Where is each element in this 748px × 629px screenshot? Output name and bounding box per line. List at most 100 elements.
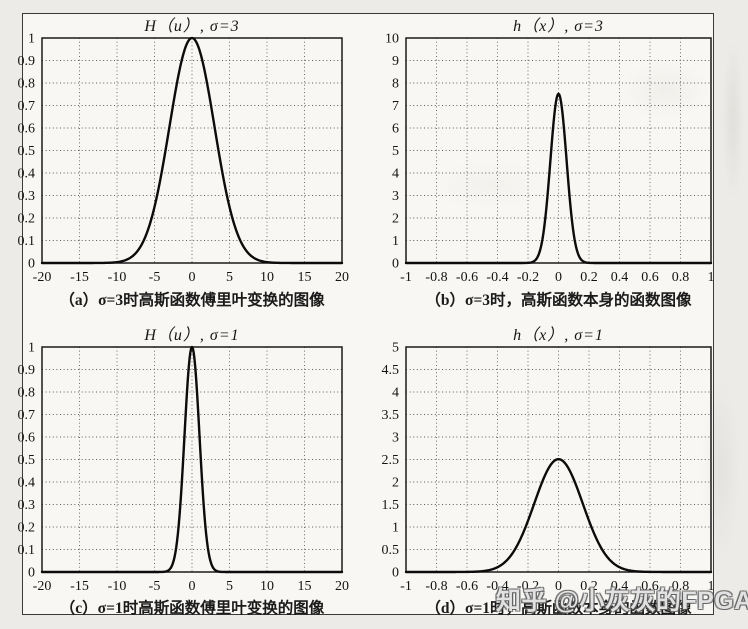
x-tick-label: 1 — [708, 270, 715, 285]
x-tick-label: 20 — [335, 579, 349, 594]
x-tick-label: 5 — [226, 579, 233, 594]
y-tick-label: 0.4 — [18, 476, 36, 491]
y-tick-label: 0.5 — [18, 144, 36, 159]
x-tick-label: -15 — [70, 270, 89, 285]
y-tick-label: 0.1 — [18, 543, 36, 558]
x-tick-label: 0 — [555, 270, 562, 285]
y-tick-label: 2 — [392, 212, 399, 227]
y-tick-label: 10 — [385, 32, 399, 47]
x-tick-label: -10 — [108, 579, 127, 594]
y-tick-label: 2 — [392, 476, 399, 491]
x-tick-label: -0.2 — [517, 579, 539, 594]
y-tick-label: 1 — [392, 234, 399, 249]
y-tick-label: 0.3 — [18, 498, 36, 513]
plot-d-title: h（x）, σ=1 — [513, 327, 604, 344]
y-tick-label: 0 — [28, 566, 35, 581]
y-tick-label: 0.6 — [18, 431, 36, 446]
plot-b-title: h（x）, σ=3 — [513, 18, 604, 35]
x-tick-label: -15 — [70, 579, 89, 594]
y-tick-label: 4 — [392, 167, 399, 182]
y-tick-label: 3.5 — [382, 408, 400, 423]
y-tick-label: 0.3 — [18, 189, 36, 204]
y-tick-label: 0.9 — [18, 54, 36, 69]
y-tick-label: 0 — [392, 566, 399, 581]
y-tick-label: 0.2 — [18, 212, 36, 227]
x-tick-label: -5 — [149, 270, 161, 285]
y-tick-label: 0.5 — [382, 543, 400, 558]
x-tick-label: 15 — [298, 579, 312, 594]
y-tick-label: 7 — [392, 99, 399, 114]
plot-a-title: H（u）, σ=3 — [144, 18, 240, 35]
y-tick-label: 0.8 — [18, 386, 36, 401]
x-tick-label: 0 — [189, 579, 196, 594]
y-tick-label: 3 — [392, 431, 399, 446]
x-tick-label: -0.6 — [456, 579, 478, 594]
x-tick-label: -0.2 — [517, 270, 539, 285]
y-tick-label: 8 — [392, 77, 399, 92]
x-tick-label: 0.2 — [580, 579, 598, 594]
x-tick-label: -0.4 — [486, 270, 508, 285]
x-tick-label: -1 — [400, 270, 412, 285]
plot-c-title: H（u）, σ=1 — [144, 327, 240, 344]
y-tick-label: 1.5 — [382, 498, 400, 513]
x-tick-label: 15 — [298, 270, 312, 285]
x-tick-label: -10 — [108, 270, 127, 285]
y-tick-label: 1 — [28, 341, 35, 356]
x-tick-label: 10 — [260, 579, 274, 594]
axes-box — [405, 346, 712, 573]
x-tick-label: 0.4 — [611, 579, 629, 594]
y-tick-label: 0 — [28, 257, 35, 272]
gaussian-curve — [404, 457, 713, 574]
plot-c-caption: （c）σ=1时高斯函数傅里叶变换的图像 — [59, 600, 325, 617]
x-tick-label: 0.4 — [611, 270, 629, 285]
y-tick-label: 5 — [392, 341, 399, 356]
x-tick-label: -20 — [33, 270, 52, 285]
y-tick-label: 0.1 — [18, 234, 36, 249]
x-tick-label: -0.8 — [425, 270, 447, 285]
y-tick-label: 6 — [392, 122, 399, 137]
y-tick-label: 0.6 — [18, 122, 36, 137]
gaussian-curve — [40, 345, 344, 574]
y-tick-label: 2.5 — [382, 453, 400, 468]
y-tick-label: 0.4 — [18, 167, 36, 182]
y-tick-label: 4.5 — [382, 363, 400, 378]
x-tick-label: 0 — [189, 270, 196, 285]
x-tick-label: -0.8 — [425, 579, 447, 594]
x-tick-label: 5 — [226, 270, 233, 285]
y-tick-label: 9 — [392, 54, 399, 69]
x-tick-label: 10 — [260, 270, 274, 285]
y-tick-label: 0 — [392, 257, 399, 272]
x-tick-label: -5 — [149, 579, 161, 594]
zhihu-watermark: 知乎 @小灰灰的FPGA — [496, 587, 748, 615]
y-tick-label: 3 — [392, 189, 399, 204]
y-tick-label: 0.2 — [18, 521, 36, 536]
x-tick-label: 20 — [335, 270, 349, 285]
y-tick-label: 0.7 — [18, 408, 36, 423]
y-tick-label: 4 — [392, 386, 399, 401]
y-tick-label: 0.5 — [18, 453, 36, 468]
x-tick-label: -0.4 — [486, 579, 508, 594]
gaussian-curve — [404, 92, 713, 265]
x-tick-label: 0.2 — [580, 270, 598, 285]
y-tick-label: 0.8 — [18, 77, 36, 92]
x-tick-label: 0.8 — [672, 270, 690, 285]
x-tick-label: 0 — [555, 579, 562, 594]
figure-panel-border — [22, 13, 714, 615]
plot-d-caption: （d）σ=1时，高斯函数本身的函数图像 — [425, 600, 692, 617]
x-tick-label: -20 — [33, 579, 52, 594]
y-tick-label: 0.7 — [18, 99, 36, 114]
y-tick-label: 5 — [392, 144, 399, 159]
x-tick-label: 0.8 — [672, 579, 690, 594]
x-tick-label: 0.6 — [641, 270, 659, 285]
y-tick-label: 0.9 — [18, 363, 36, 378]
plot-a-caption: （a）σ=3时高斯函数傅里叶变换的图像 — [59, 292, 325, 309]
y-tick-label: 1 — [28, 32, 35, 47]
x-tick-label: 0.6 — [641, 579, 659, 594]
x-tick-label: -1 — [400, 579, 412, 594]
y-tick-label: 1 — [392, 521, 399, 536]
axes-box — [405, 37, 712, 264]
plot-b-caption: （b）σ=3时，高斯函数本身的函数图像 — [425, 292, 692, 309]
gaussian-curve — [40, 36, 344, 265]
